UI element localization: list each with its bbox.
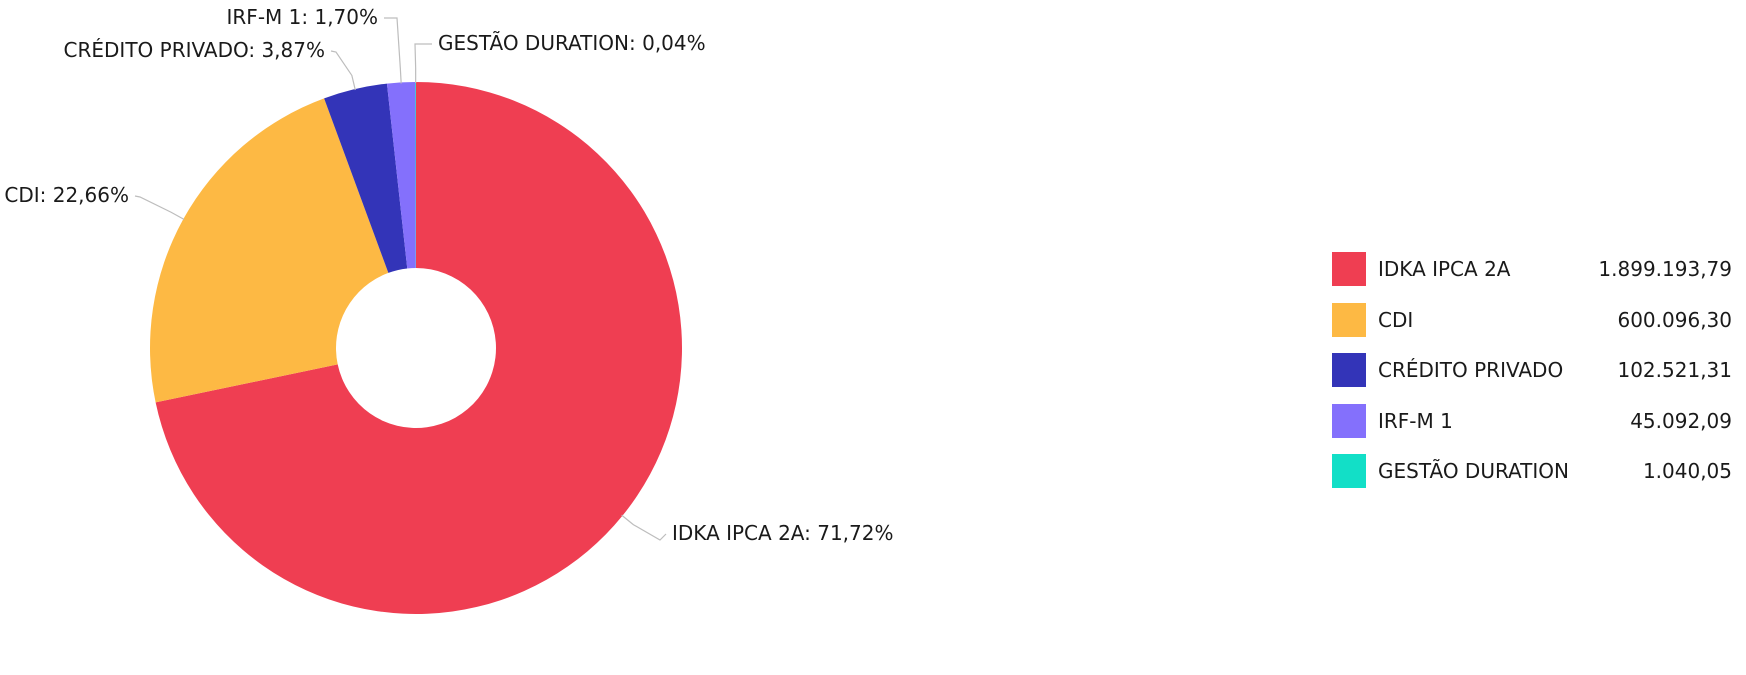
legend-swatch	[1332, 454, 1366, 489]
legend-item[interactable]: CDI 600.096,30	[1332, 302, 1732, 337]
legend-swatch	[1332, 403, 1366, 438]
leader-line	[134, 195, 185, 221]
legend-label: CRÉDITO PRIVADO	[1378, 358, 1564, 383]
leader-line	[414, 43, 432, 84]
leader-line	[330, 50, 356, 91]
label-credito-privado: CRÉDITO PRIVADO: 3,87%	[64, 38, 325, 62]
legend-label: IRF-M 1	[1378, 408, 1453, 433]
legend-label: IDKA IPCA 2A	[1378, 257, 1511, 281]
legend: IDKA IPCA 2A 1.899.193,79 CDI 600.096,30…	[1332, 252, 1732, 505]
legend-item[interactable]: IDKA IPCA 2A 1.899.193,79	[1332, 252, 1732, 286]
slice-irf-m-1[interactable]	[386, 82, 416, 269]
legend-swatch	[1332, 252, 1366, 286]
legend-item[interactable]: GESTÃO DURATION 1.040,05	[1332, 454, 1732, 489]
legend-value: 600.096,30	[1617, 307, 1732, 332]
legend-label: CDI	[1378, 307, 1414, 332]
legend-item[interactable]: IRF-M 1 45.092,09	[1332, 403, 1732, 438]
slice-cdi[interactable]	[149, 98, 389, 403]
legend-value: 45.092,09	[1630, 408, 1732, 433]
legend-value: 1.040,05	[1642, 459, 1732, 484]
label-cdi: CDI: 22,66%	[4, 183, 129, 207]
legend-label: GESTÃO DURATION	[1378, 459, 1569, 484]
slice-credito-privado[interactable]	[324, 83, 408, 273]
label-gestao-duration: GESTÃO DURATION: 0,04%	[438, 31, 706, 55]
slice-idka-ipca-2a[interactable]	[155, 82, 682, 614]
leader-line	[621, 514, 667, 541]
legend-value: 1.899.193,79	[1598, 257, 1732, 281]
slice-gestao-duration[interactable]	[415, 82, 416, 269]
legend-swatch	[1332, 353, 1366, 388]
legend-item[interactable]: CRÉDITO PRIVADO 102.521,31	[1332, 353, 1732, 388]
label-irf-m-1: IRF-M 1: 1,70%	[227, 5, 378, 29]
legend-value: 102.521,31	[1617, 358, 1732, 383]
leader-line	[384, 17, 402, 84]
label-idka-ipca-2a: IDKA IPCA 2A: 71,72%	[672, 521, 893, 545]
legend-swatch	[1332, 302, 1366, 337]
